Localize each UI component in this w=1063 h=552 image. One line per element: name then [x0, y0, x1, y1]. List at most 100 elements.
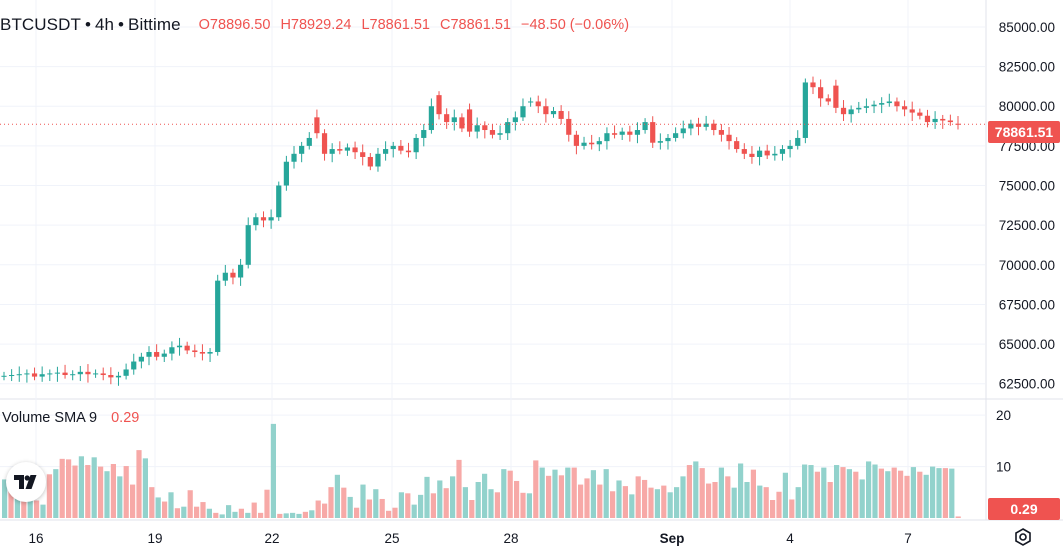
candle-body — [199, 352, 206, 354]
candle-body — [207, 352, 213, 354]
candle-body — [840, 107, 847, 115]
candle-body — [917, 112, 923, 116]
volume-bar — [750, 469, 756, 518]
candle-body — [237, 264, 244, 278]
volume-bar — [251, 502, 257, 518]
candle-body — [138, 356, 144, 362]
time-tick-label: 28 — [503, 531, 518, 546]
interval-label[interactable]: 4h — [94, 15, 115, 34]
time-tick-label: 22 — [264, 531, 279, 546]
volume-bar — [66, 459, 72, 518]
candle-body — [77, 371, 83, 375]
volume-tick-label: 20 — [996, 408, 1011, 423]
time-tick-label: 25 — [384, 531, 399, 546]
volume-bar — [91, 457, 97, 518]
volume-bar — [187, 490, 193, 518]
candle-body — [192, 350, 198, 353]
volume-bar — [245, 512, 251, 518]
settings-gear-icon[interactable] — [1012, 526, 1034, 548]
volume-bar — [386, 510, 392, 518]
candle-body — [619, 131, 625, 135]
ohlc-values: O78896.50 H78929.24 L78861.51 C78861.51 … — [199, 17, 629, 33]
volume-bar — [27, 499, 33, 518]
candle-body — [405, 150, 412, 153]
high-value: H78929.24 — [280, 17, 352, 33]
candle-body — [47, 373, 53, 375]
volume-bar — [949, 468, 955, 518]
volume-bar — [834, 465, 840, 518]
volume-bar — [661, 485, 667, 518]
candle-body — [558, 110, 564, 119]
volume-bar — [501, 469, 507, 518]
candle-body — [344, 147, 351, 151]
volume-bar — [462, 487, 468, 518]
volume-bar — [578, 484, 584, 518]
candle-body — [466, 109, 473, 132]
candle-body — [321, 133, 328, 154]
candle-body — [604, 133, 610, 142]
candle-body — [779, 149, 786, 154]
volume-bar — [174, 508, 180, 518]
last-price-label: 78861.51 — [988, 121, 1060, 143]
volume-indicator-label[interactable]: Volume SMA 9 — [2, 410, 98, 426]
volume-bar — [610, 491, 616, 518]
candle-body — [711, 123, 717, 131]
volume-bar — [539, 467, 545, 518]
candle-body — [62, 372, 68, 376]
volume-bar — [814, 471, 820, 518]
volume-bar — [200, 502, 206, 518]
exchange-label: Bittime — [128, 15, 181, 34]
candle-body — [802, 82, 808, 138]
volume-bar — [571, 467, 577, 518]
candle-body — [726, 134, 732, 142]
candle-body — [833, 85, 839, 108]
volume-bar — [117, 476, 123, 518]
candle-body — [749, 153, 755, 157]
candle-body — [161, 353, 167, 357]
volume-bar — [110, 464, 116, 518]
time-tick-label: 4 — [786, 531, 794, 546]
volume-bar — [955, 516, 961, 518]
candle-body — [566, 118, 572, 135]
candle-body — [871, 104, 877, 107]
candle-body — [650, 122, 656, 143]
volume-bar — [21, 489, 27, 518]
price-tick-label: 85000.00 — [999, 20, 1055, 35]
volume-bar — [450, 476, 456, 518]
volume-bar — [488, 489, 494, 518]
price-tick-label: 67500.00 — [999, 297, 1055, 312]
volume-bar — [917, 471, 923, 518]
candle-body — [398, 145, 404, 151]
volume-bar — [846, 469, 852, 518]
volume-bar — [59, 458, 65, 518]
candle-body — [352, 147, 358, 153]
candle-body — [428, 106, 434, 131]
volume-bar — [206, 508, 212, 518]
candle-body — [375, 153, 381, 167]
tradingview-logo-icon[interactable] — [6, 462, 46, 502]
volume-bar — [757, 485, 763, 518]
volume-bar — [622, 486, 628, 518]
candle-body — [314, 117, 320, 134]
volume-bar — [802, 464, 808, 518]
volume-bar — [904, 475, 910, 518]
candle-body — [131, 361, 137, 370]
candle-body — [879, 103, 885, 105]
candle-body — [741, 149, 747, 154]
candle-body — [627, 131, 633, 135]
candle-body — [39, 374, 45, 377]
symbol-name[interactable]: BTCUSDT — [0, 15, 81, 34]
volume-bar — [418, 494, 424, 518]
candle-body — [283, 161, 289, 186]
volume-bar — [552, 469, 558, 518]
volume-bar — [898, 470, 904, 518]
candle-body — [497, 133, 503, 135]
volume-bar — [699, 468, 705, 518]
candle-body — [550, 110, 557, 115]
candle-body — [718, 130, 725, 135]
candlestick-series — [0, 76, 986, 386]
candle-body — [230, 272, 236, 278]
candle-body — [54, 372, 61, 374]
volume-bar — [616, 480, 622, 518]
